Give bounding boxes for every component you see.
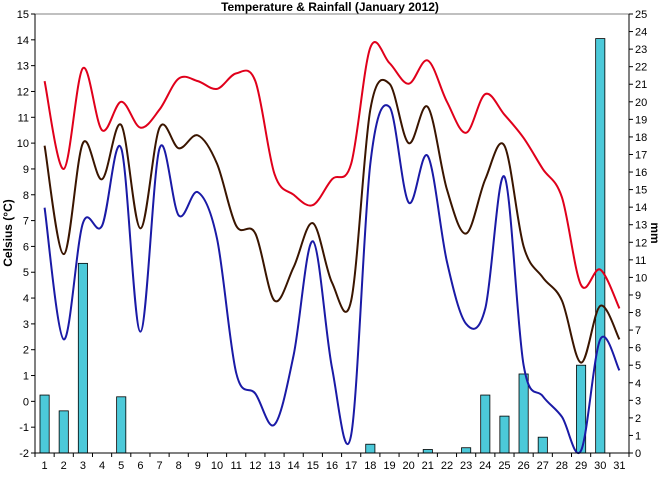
right-tick-label: 10: [635, 272, 647, 284]
right-tick-label: 22: [635, 62, 647, 74]
left-tick-label: 0: [23, 396, 29, 408]
x-tick-label: 9: [195, 460, 201, 472]
x-tick-label: 7: [156, 460, 162, 472]
right-tick-label: 7: [635, 325, 641, 337]
x-tick-label: 2: [61, 460, 67, 472]
rainfall-bar: [365, 443, 376, 454]
x-tick-label: 17: [345, 460, 357, 472]
rainfall-bar: [422, 449, 433, 454]
right-tick-label: 1: [635, 430, 641, 442]
right-tick-label: 14: [635, 202, 647, 214]
x-tick-label: 30: [594, 460, 606, 472]
left-tick-label: 14: [17, 35, 29, 47]
right-tick-label: 21: [635, 79, 647, 91]
left-tick-label: 2: [23, 345, 29, 357]
right-tick-label: 4: [635, 378, 641, 390]
right-tick-label: 12: [635, 237, 647, 249]
x-tick-label: 6: [137, 460, 143, 472]
right-tick-label: 24: [635, 27, 647, 39]
x-tick-label: 21: [422, 460, 434, 472]
mean-line: [43, 78, 621, 364]
x-tick-label: 11: [230, 460, 241, 472]
rainfall-bar: [58, 410, 69, 454]
temperature-lines: [43, 41, 621, 455]
right-tick-label: 20: [635, 97, 647, 109]
left-tick-label: 3: [23, 319, 29, 331]
left-tick-label: -1: [19, 422, 29, 434]
x-tick-label: 18: [364, 460, 376, 472]
rainfall-bar: [77, 262, 88, 454]
rainfall-bar: [39, 394, 50, 454]
right-tick-label: 15: [635, 185, 647, 197]
left-tick-label: 8: [23, 190, 29, 202]
minimum-line: [43, 104, 621, 455]
left-tick-label: 5: [23, 267, 29, 279]
x-tick-label: 10: [211, 460, 223, 472]
plot-area: [34, 13, 630, 454]
right-tick-label: 0: [635, 448, 641, 460]
rainfall-bar: [499, 415, 510, 454]
x-tick-label: 29: [575, 460, 587, 472]
right-tick-label: 17: [635, 149, 647, 161]
left-tick-label: 10: [17, 138, 29, 150]
x-tick-label: 22: [441, 460, 453, 472]
left-tick-label: -2: [19, 448, 29, 460]
x-tick-label: 4: [99, 460, 105, 472]
x-tick-label: 27: [537, 460, 549, 472]
rainfall-bar: [461, 447, 472, 454]
left-tick-label: 15: [17, 9, 29, 21]
right-tick-label: 8: [635, 308, 641, 320]
left-tick-label: 13: [17, 61, 29, 73]
left-tick-label: 11: [18, 112, 29, 124]
right-tick-label: 19: [635, 114, 647, 126]
left-tick-label: 4: [23, 293, 29, 305]
left-tick-label: 12: [17, 86, 29, 98]
right-tick-label: 23: [635, 44, 647, 56]
x-tick-label: 23: [460, 460, 472, 472]
right-tick-label: 25: [635, 9, 647, 21]
x-tick-label: 15: [307, 460, 319, 472]
rainfall-bar: [518, 373, 529, 454]
x-tick-label: 19: [383, 460, 395, 472]
right-tick-label: 6: [635, 343, 641, 355]
left-tick-label: 9: [23, 164, 29, 176]
x-axis: 1 2 3 4 5 6 7 8 9 10 11 12 13 14 15 16 17 18 19 20 21 22 23 24 2…: [34, 452, 630, 472]
right-tick-label: 5: [635, 360, 641, 372]
chart-title: Temperature & Rainfall (January 2012): [221, 0, 439, 14]
right-tick-label: 2: [635, 413, 641, 425]
right-tick-label: 18: [635, 132, 647, 144]
right-tick-label: 16: [635, 167, 647, 179]
x-tick-label: 16: [326, 460, 338, 472]
x-tick-label: 25: [498, 460, 510, 472]
maximum-line: [43, 41, 621, 309]
right-tick-label: 11: [635, 255, 646, 267]
x-tick-label: 28: [556, 460, 568, 472]
x-tick-label: 20: [403, 460, 415, 472]
x-tick-label: 24: [479, 460, 491, 472]
rainfall-bar: [480, 394, 491, 454]
x-tick-label: 12: [249, 460, 261, 472]
right-axis-label: mm: [648, 222, 659, 243]
left-tick-label: 7: [23, 216, 29, 228]
right-tick-label: 13: [635, 220, 647, 232]
left-tick-label: 6: [23, 241, 29, 253]
x-tick-label: 31: [613, 460, 625, 472]
x-tick-label: 8: [176, 460, 182, 472]
right-tick-label: 9: [635, 290, 641, 302]
x-tick-label: 26: [517, 460, 529, 472]
x-tick-label: 13: [268, 460, 280, 472]
rainfall-bar: [537, 436, 548, 454]
rainfall-bar: [116, 396, 127, 454]
x-tick-label: 1: [42, 460, 48, 472]
right-axis: 0123456789101112131415161718192021222324…: [628, 9, 647, 460]
x-tick-label: 3: [80, 460, 86, 472]
right-tick-label: 3: [635, 395, 641, 407]
x-tick-label: 14: [288, 460, 300, 472]
x-tick-label: 5: [118, 460, 124, 472]
left-axis-label: Celsius (°C): [1, 199, 15, 266]
rainfall-bar: [595, 38, 606, 454]
left-tick-label: 1: [23, 371, 29, 383]
